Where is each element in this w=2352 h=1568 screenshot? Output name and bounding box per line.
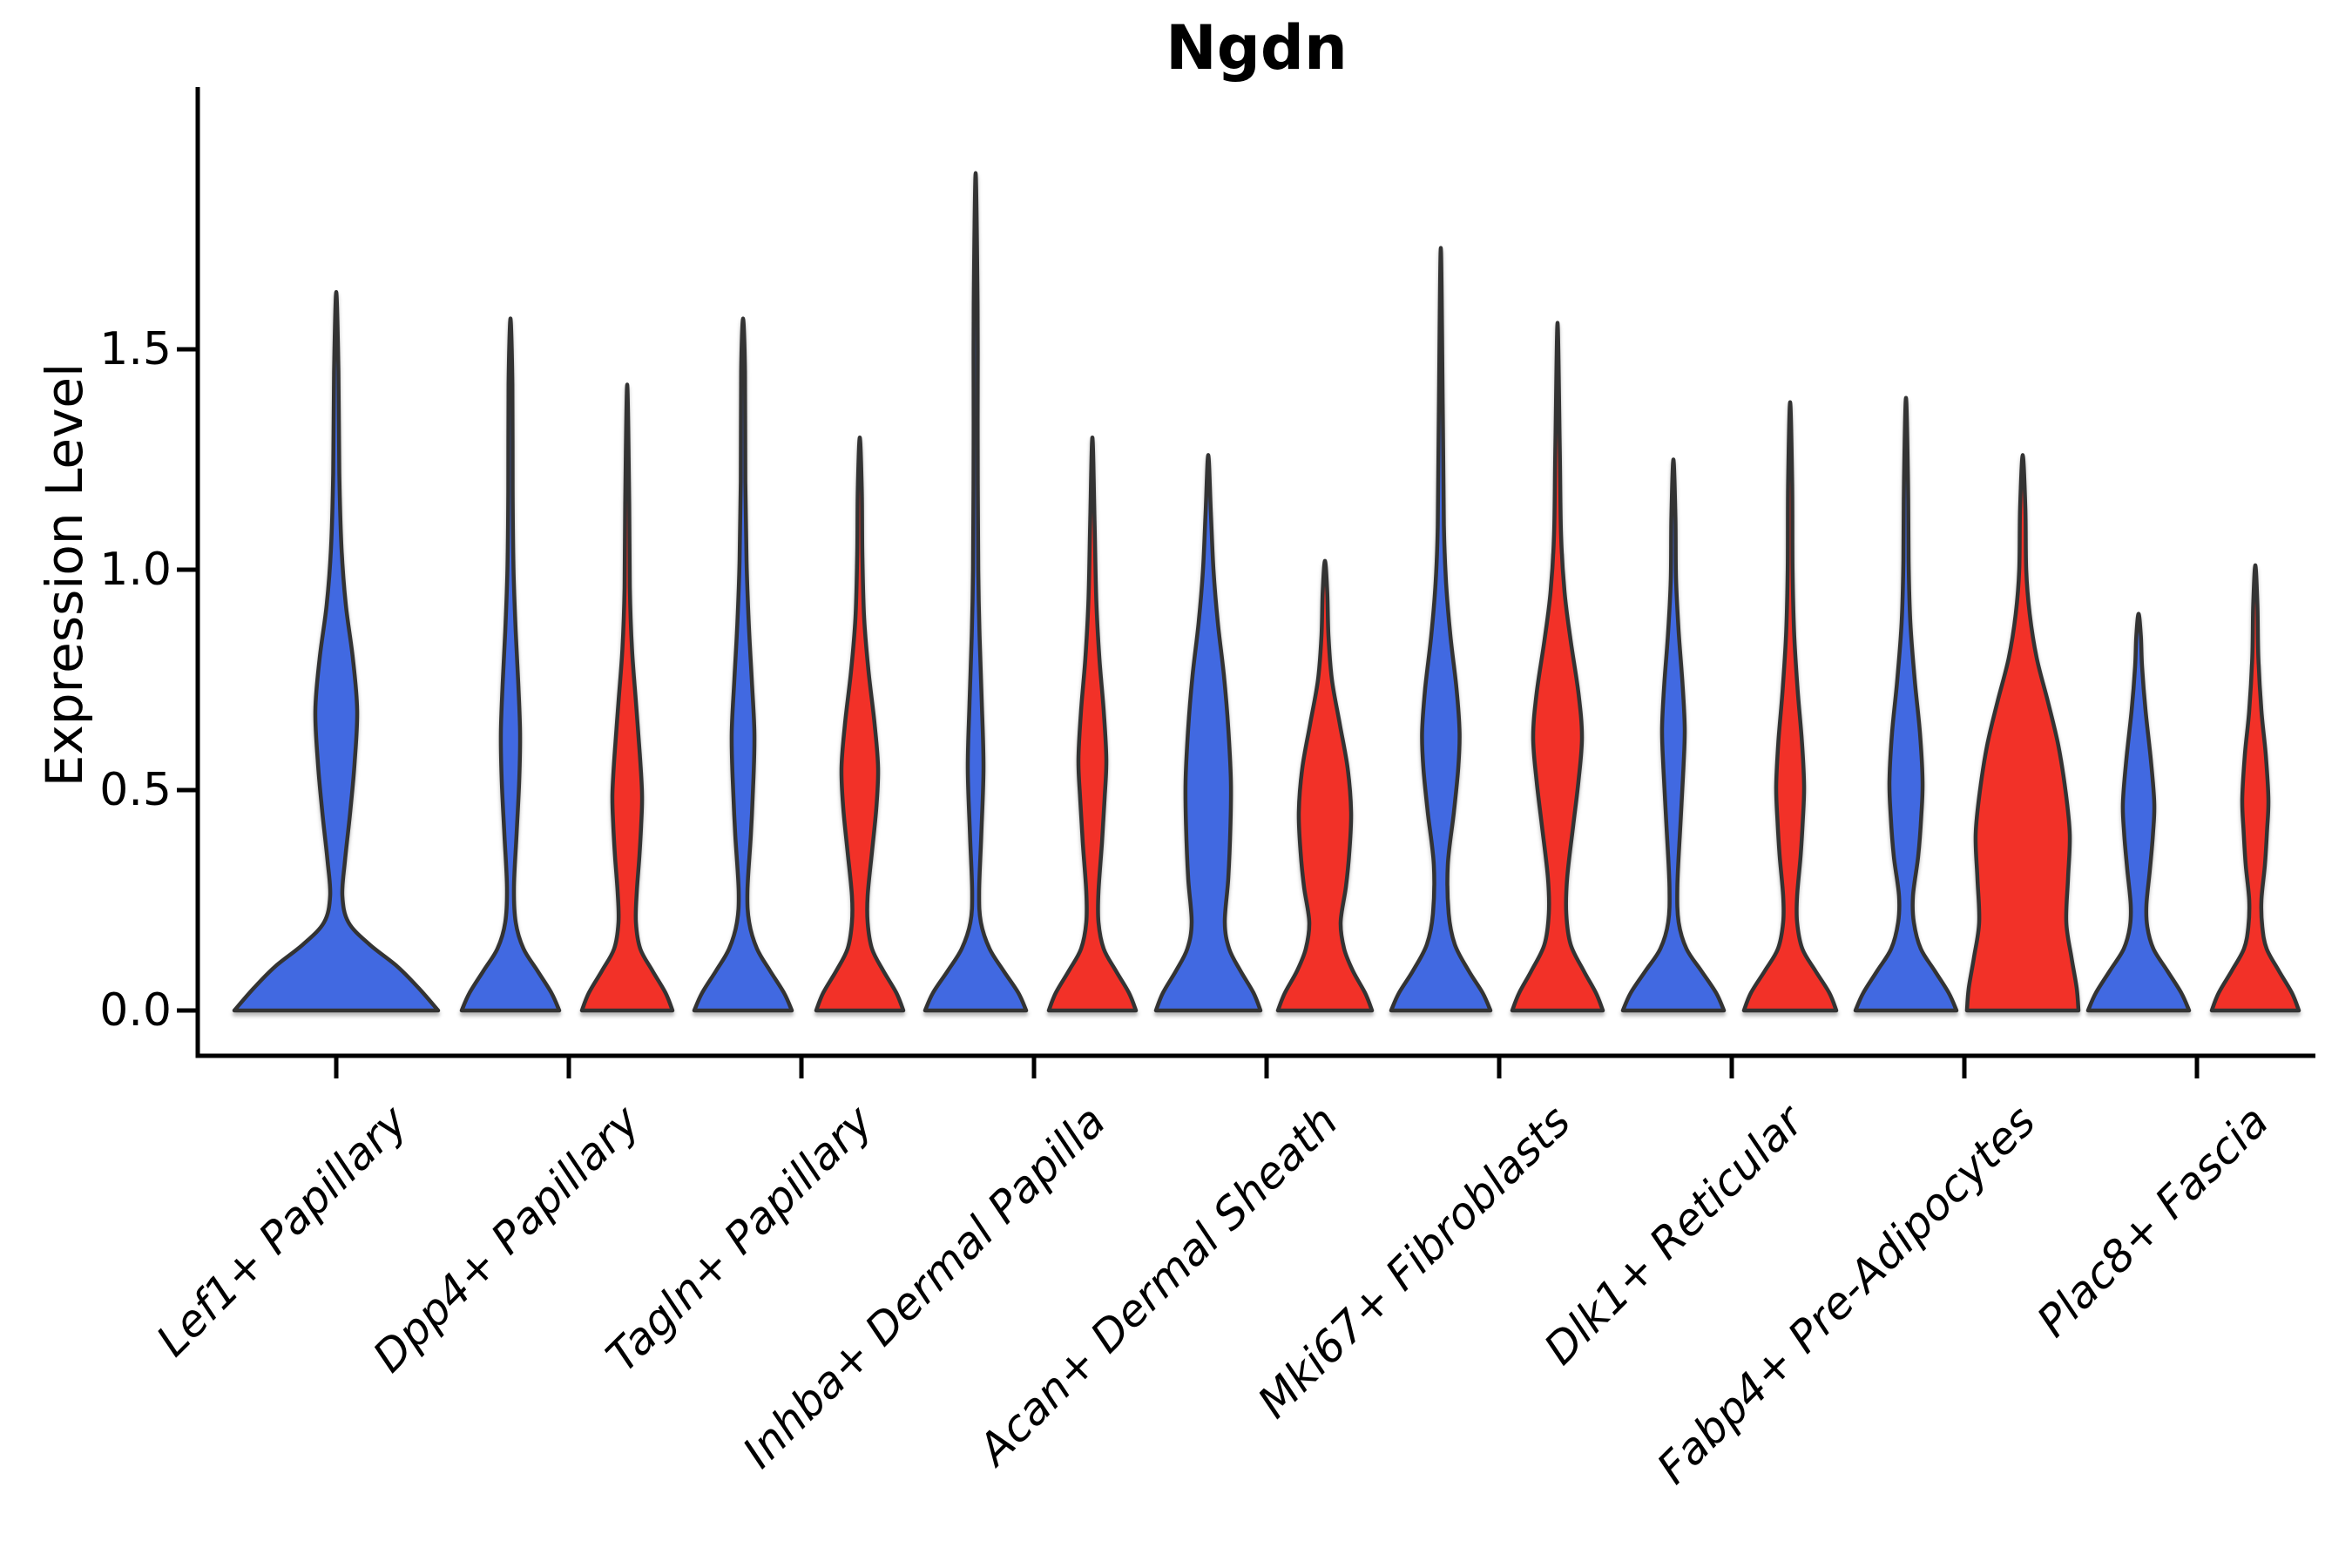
y-tick-label-0.0: 0.0 xyxy=(99,984,172,1037)
violin-acan-dermal-sheath-blue: Acan+ Dermal Sheath (blue) max 1.26 xyxy=(1153,453,1263,1013)
violin-mki67-fibroblasts-blue: Mki67+ Fibroblasts (blue) max 1.73 xyxy=(1389,246,1493,1013)
y-tick-label-1.5: 1.5 xyxy=(99,323,172,375)
violin-tagln-papillary-red: Tagln+ Papillary (red) max 1.3 xyxy=(814,435,906,1013)
violin-plac8-fascia-blue: Plac8+ Fascia (blue) max 0.9 xyxy=(2085,612,2192,1013)
chart-title: Ngdn xyxy=(1166,12,1348,84)
violin-fabp4-pre-adipocytes-blue: Fabp4+ Pre-Adipocytes (blue) max 1.39 xyxy=(1853,395,1959,1013)
violin-acan-dermal-sheath-red: Acan+ Dermal Sheath (red) max 1.02 xyxy=(1275,558,1375,1013)
y-tick-label-1.0: 1.0 xyxy=(99,544,172,596)
violin-dlk1-reticular-blue: Dlk1+ Reticular (blue) max 1.25 xyxy=(1620,457,1727,1013)
violin-inhba-dermal-papilla-red: Inhba+ Dermal Papilla (red) max 1.3 xyxy=(1046,435,1139,1013)
violin-plac8-fascia-red: Plac8+ Fascia (red) max 1.01 xyxy=(2209,563,2301,1013)
violin-inhba-dermal-papilla-blue: Inhba+ Dermal Papilla (blue) max 1.9 xyxy=(923,171,1029,1013)
violin-dpp4-papillary-blue: Dpp4+ Papillary (blue) max 1.57 xyxy=(459,316,562,1013)
y-axis-label: Expression Level xyxy=(35,362,94,787)
violin-dlk1-reticular-red: Dlk1+ Reticular (red) max 1.38 xyxy=(1741,400,1839,1013)
violin-dpp4-papillary-red: Dpp4+ Papillary (red) max 1.42 xyxy=(579,382,675,1013)
violin-mki67-fibroblasts-red: Mki67+ Fibroblasts (red) max 1.56 xyxy=(1510,321,1605,1013)
y-tick-label-0.5: 0.5 xyxy=(99,764,172,816)
violin-lef1-papillary-center: Lef1+ Papillary (center) max 1.63 xyxy=(232,289,441,1013)
violin-fabp4-pre-adipocytes-red: Fabp4+ Pre-Adipocytes (red) max 1.26 xyxy=(1964,453,2081,1013)
violin-tagln-papillary-blue: Tagln+ Papillary (blue) max 1.57 xyxy=(692,316,794,1013)
